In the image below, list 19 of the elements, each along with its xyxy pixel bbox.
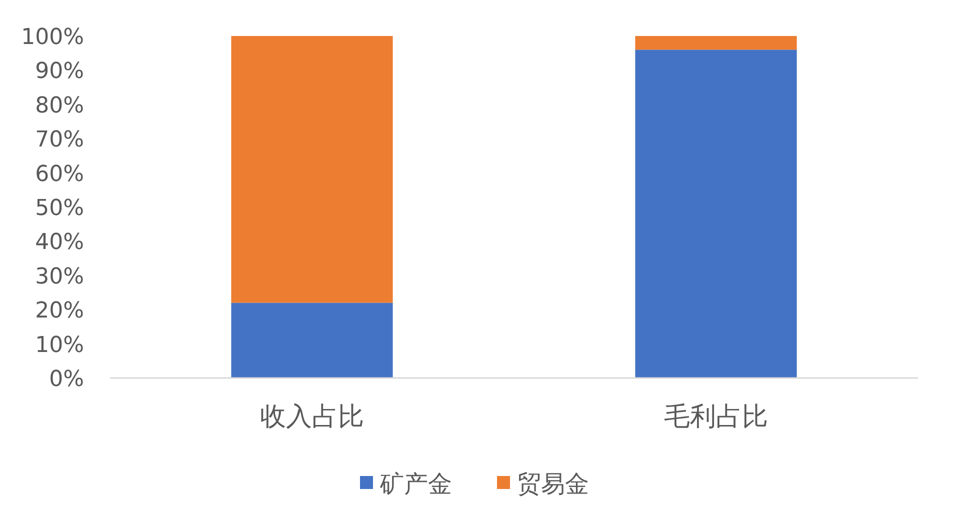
y-tick-label: 80% [35, 93, 84, 118]
bar [231, 302, 393, 378]
y-tick-label: 70% [35, 128, 84, 153]
legend-label: 贸易金 [517, 470, 589, 498]
x-tick-label: 收入占比 [260, 402, 364, 432]
y-tick-label: 100% [21, 25, 84, 50]
y-tick-label: 0% [49, 367, 84, 392]
x-tick-label: 毛利占比 [664, 402, 768, 432]
y-tick-label: 20% [35, 298, 84, 324]
y-tick-label: 50% [35, 196, 84, 221]
y-tick-label: 60% [35, 162, 84, 187]
bar [635, 36, 797, 50]
y-tick-label: 40% [35, 230, 84, 256]
bar [635, 50, 797, 378]
legend-label: 矿产金 [379, 470, 452, 498]
bar [231, 36, 393, 303]
y-tick-label: 10% [35, 332, 84, 358]
y-tick-label: 90% [35, 59, 84, 84]
y-tick-label: 30% [35, 264, 84, 290]
